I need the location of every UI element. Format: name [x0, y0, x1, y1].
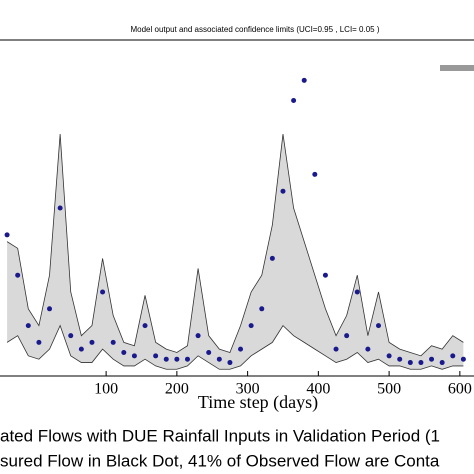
observed-point	[280, 188, 286, 194]
caption-line: sured Flow in Black Dot, 41% of Observed…	[0, 451, 440, 470]
observed-point	[344, 333, 350, 339]
observed-point	[57, 205, 63, 211]
observed-point	[89, 339, 95, 345]
observed-point	[460, 356, 466, 362]
observed-point	[227, 360, 233, 366]
observed-point	[163, 356, 169, 362]
observed-point	[397, 356, 403, 362]
confidence-limit-line	[6, 134, 464, 357]
observed-point	[121, 349, 127, 355]
observed-point	[131, 353, 137, 359]
observed-point	[407, 360, 413, 366]
observed-point	[206, 349, 212, 355]
observed-point	[238, 346, 244, 352]
observed-point	[195, 333, 201, 339]
confidence-limit-line	[6, 324, 464, 370]
caption-line: ated Flows with DUE Rainfall Inputs in V…	[0, 426, 440, 445]
observed-point	[47, 306, 53, 312]
x-tick-label: 200	[165, 381, 189, 398]
observed-point	[354, 289, 360, 295]
observed-point	[429, 356, 435, 362]
observed-point	[15, 272, 21, 278]
observed-point	[216, 356, 222, 362]
observed-point	[322, 272, 328, 278]
observed-point	[184, 356, 190, 362]
observed-point	[36, 339, 42, 345]
observed-point	[68, 333, 74, 339]
x-axis-label: Time step (days)	[198, 392, 318, 413]
observed-point	[450, 353, 456, 359]
observed-point	[4, 232, 10, 238]
observed-point	[301, 77, 307, 83]
confidence-band	[7, 134, 464, 370]
observed-point	[259, 306, 265, 312]
chart-title: Model output and associated confidence l…	[130, 25, 379, 34]
observed-point	[291, 97, 297, 103]
observed-point	[312, 171, 318, 177]
observed-point	[174, 356, 180, 362]
observed-point	[269, 255, 275, 261]
x-tick-label: 300	[236, 381, 260, 398]
observed-point	[439, 360, 445, 366]
observed-point	[100, 289, 106, 295]
observed-point	[333, 346, 339, 352]
observed-point	[25, 323, 31, 329]
observed-point	[142, 323, 148, 329]
observed-point	[386, 353, 392, 359]
observed-point	[418, 360, 424, 366]
observed-point	[78, 346, 84, 352]
observed-point	[153, 353, 159, 359]
x-tick-label: 400	[306, 381, 330, 398]
observed-point	[110, 339, 116, 345]
x-tick-label: 500	[377, 381, 401, 398]
observed-point	[248, 323, 254, 329]
x-tick-label: 600	[448, 381, 472, 398]
observed-point	[375, 323, 381, 329]
x-tick-label: 100	[94, 381, 118, 398]
observed-point	[365, 346, 371, 352]
